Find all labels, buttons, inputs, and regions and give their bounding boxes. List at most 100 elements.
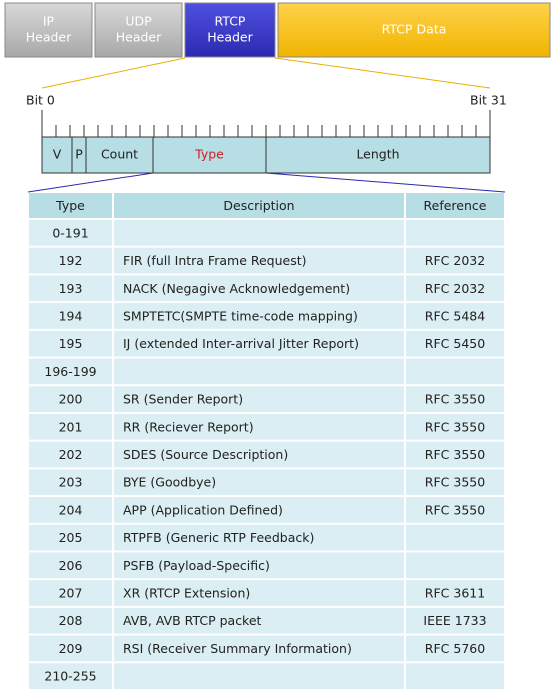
table-cell-text: 202 xyxy=(59,447,83,462)
table-cell-text: 200 xyxy=(59,392,83,407)
table-cell-text: 205 xyxy=(59,530,83,545)
zoom-line xyxy=(41,57,186,89)
table-cell-text: 195 xyxy=(59,336,83,351)
table-cell-text: NACK (Negagive Acknowledgement) xyxy=(123,281,350,296)
packet-block xyxy=(184,2,276,58)
table-cell-text: SDES (Source Description) xyxy=(123,447,288,462)
table-cell xyxy=(114,635,404,662)
table-cell xyxy=(114,580,404,606)
table-cell xyxy=(114,469,404,496)
table-cell-text: 203 xyxy=(59,475,83,490)
table-cell xyxy=(406,220,504,246)
table-cell xyxy=(29,220,112,246)
table-cell xyxy=(29,275,112,302)
field-label: V xyxy=(53,147,62,162)
packet-block xyxy=(94,2,183,58)
table-cell xyxy=(114,247,404,274)
table-cell-text: 194 xyxy=(59,308,83,323)
table-cell xyxy=(29,441,112,468)
table-cell-text: IJ (extended Inter-arrival Jitter Report… xyxy=(123,336,359,351)
table-cell xyxy=(406,635,504,662)
table-cell-text: 209 xyxy=(59,641,83,656)
table-cell-text: RFC 3550 xyxy=(425,475,485,490)
field-label: P xyxy=(75,147,83,162)
table-cell xyxy=(406,524,504,551)
packet-label: Header xyxy=(116,30,162,45)
table-cell xyxy=(406,607,504,634)
table-cell-text: RFC 3550 xyxy=(425,502,485,517)
packet-label: RTCP Data xyxy=(382,22,447,37)
table-cell xyxy=(114,303,404,329)
table-cell-text: 192 xyxy=(59,253,83,268)
table-cell-text: PSFB (Payload-Specific) xyxy=(123,558,270,573)
table-cell-text: FIR (full Intra Frame Request) xyxy=(123,253,307,268)
table-cell xyxy=(406,663,504,689)
table-cell xyxy=(29,330,112,357)
packet-label: RTCP xyxy=(215,14,246,29)
table-cell-text: RFC 2032 xyxy=(425,253,485,268)
table-cell xyxy=(29,358,112,385)
table-cell-text: RFC 5760 xyxy=(425,641,485,656)
table-header: Description xyxy=(223,198,294,213)
table-cell-text: SMPTETC(SMPTE time-code mapping) xyxy=(123,308,358,323)
table-cell xyxy=(29,552,112,579)
table-cell xyxy=(114,497,404,523)
table-cell xyxy=(406,247,504,274)
table-cell xyxy=(114,275,404,302)
table-cell xyxy=(114,441,404,468)
table-cell xyxy=(114,552,404,579)
table-cell-text: 206 xyxy=(59,558,83,573)
table-cell-text: RR (Reciever Report) xyxy=(123,419,254,434)
table-cell xyxy=(114,663,404,689)
table-cell xyxy=(406,552,504,579)
table-cell-text: IEEE 1733 xyxy=(423,613,486,628)
bit-start: Bit 0 xyxy=(26,93,55,108)
packet-label: UDP xyxy=(125,14,152,29)
table-cell-text: XR (RTCP Extension) xyxy=(123,586,250,601)
table-cell xyxy=(406,386,504,412)
table-cell xyxy=(406,303,504,329)
packet-label: Header xyxy=(26,30,72,45)
table-cell xyxy=(29,635,112,662)
table-cell-text: RFC 5484 xyxy=(425,308,485,323)
table-cell-text: RFC 3550 xyxy=(425,392,485,407)
table-cell xyxy=(406,580,504,606)
table-cell-text: RTPFB (Generic RTP Feedback) xyxy=(123,530,314,545)
table-cell-text: 193 xyxy=(59,281,83,296)
table-cell-text: RFC 5450 xyxy=(425,336,485,351)
packet-label: IP xyxy=(43,14,55,29)
table-cell xyxy=(114,386,404,412)
table-cell xyxy=(406,469,504,496)
packet-block xyxy=(4,2,93,58)
table-cell-text: 0-191 xyxy=(52,225,88,240)
bit-end: Bit 31 xyxy=(470,93,507,108)
table-cell-text: AVB, AVB RTCP packet xyxy=(123,613,262,628)
table-cell xyxy=(29,607,112,634)
table-cell xyxy=(406,413,504,440)
table-cell xyxy=(29,193,112,218)
table-cell xyxy=(114,193,404,218)
table-cell xyxy=(29,469,112,496)
field-label: Type xyxy=(194,147,224,162)
table-cell xyxy=(114,607,404,634)
table-cell xyxy=(29,303,112,329)
table-cell-text: 196-199 xyxy=(44,364,96,379)
table-cell-text: 208 xyxy=(59,613,83,628)
table-cell xyxy=(29,580,112,606)
table-cell xyxy=(406,497,504,523)
table-cell xyxy=(29,413,112,440)
table-cell xyxy=(29,247,112,274)
table-cell-text: RSI (Receiver Summary Information) xyxy=(123,641,352,656)
table-cell-text: SR (Sender Report) xyxy=(123,392,243,407)
table-cell xyxy=(406,193,504,218)
table-cell-text: RFC 2032 xyxy=(425,281,485,296)
table-cell-text: BYE (Goodbye) xyxy=(123,475,216,490)
table-cell-text: RFC 3611 xyxy=(425,586,485,601)
table-cell-text: 210-255 xyxy=(44,669,96,684)
table-cell xyxy=(114,413,404,440)
table-cell xyxy=(114,358,404,385)
table-cell-text: RFC 3550 xyxy=(425,447,485,462)
table-cell-text: APP (Application Defined) xyxy=(123,502,283,517)
zoom-line xyxy=(27,172,154,193)
packet-label: Header xyxy=(207,30,253,45)
